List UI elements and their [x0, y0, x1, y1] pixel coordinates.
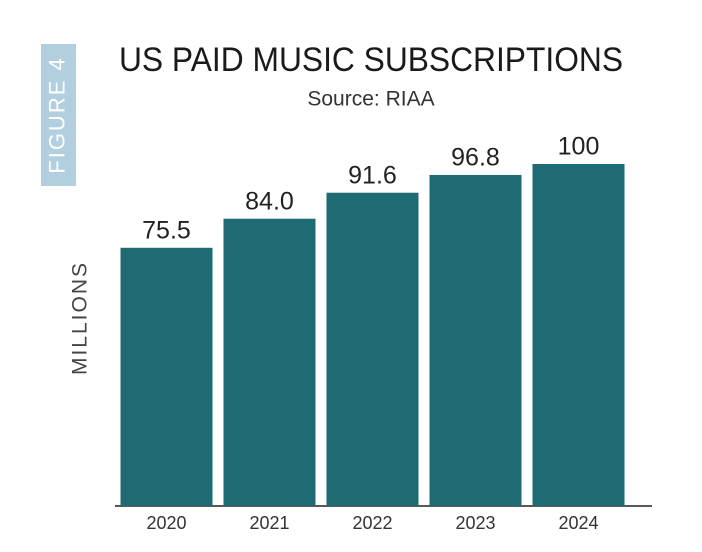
x-tick-label: 2024	[558, 513, 598, 533]
figure-badge	[41, 44, 76, 186]
value-label: 100	[558, 133, 600, 161]
chart-title: US PAID MUSIC SUBSCRIPTIONS	[119, 41, 623, 79]
value-label: 96.8	[451, 144, 500, 172]
figure-label: FIGURE 4	[44, 56, 69, 173]
chart-subtitle: Source: RIAA	[307, 88, 434, 111]
x-tick-label: 2020	[146, 513, 186, 533]
bar	[429, 174, 522, 506]
x-tick-label: 2021	[249, 513, 289, 533]
value-label: 75.5	[142, 216, 191, 244]
bar	[120, 247, 213, 507]
value-label: 84.0	[245, 187, 294, 215]
bar	[532, 164, 625, 506]
y-axis-label: MILLIONS	[69, 261, 92, 375]
x-tick-label: 2023	[455, 513, 495, 533]
value-label: 91.6	[348, 161, 397, 189]
x-tick-label: 2022	[352, 513, 392, 533]
bar	[326, 192, 419, 506]
bar	[223, 218, 316, 506]
